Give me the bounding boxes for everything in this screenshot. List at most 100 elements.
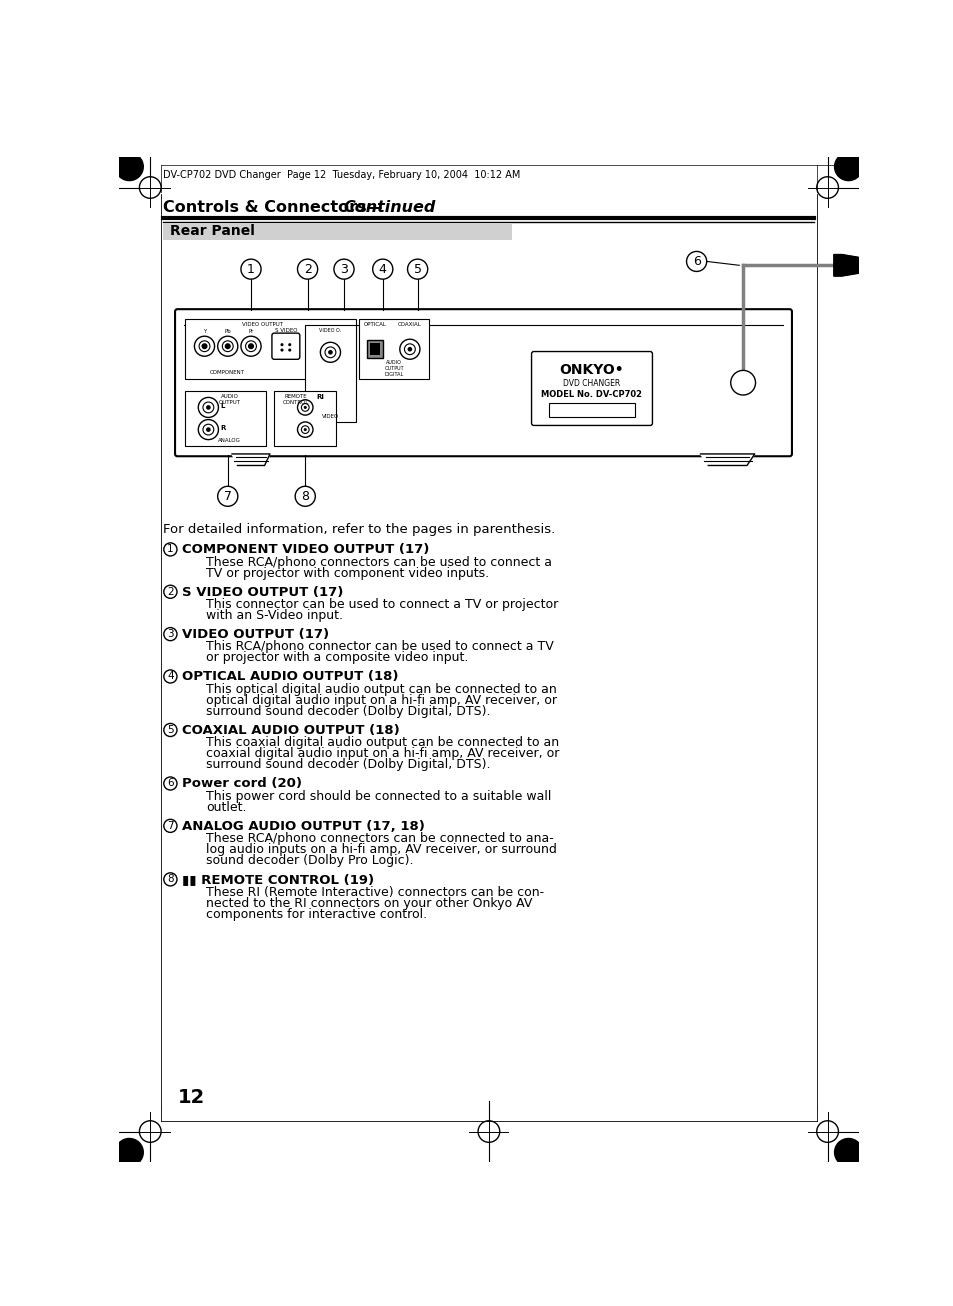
Text: DV-CP702 DVD Changer  Page 12  Tuesday, February 10, 2004  10:12 AM: DV-CP702 DVD Changer Page 12 Tuesday, Fe… xyxy=(163,170,520,180)
FancyBboxPatch shape xyxy=(359,319,429,379)
Text: Pr: Pr xyxy=(248,329,253,334)
Circle shape xyxy=(407,259,427,279)
Circle shape xyxy=(373,259,393,279)
Circle shape xyxy=(199,341,210,351)
Text: VIDEO OUTPUT: VIDEO OUTPUT xyxy=(242,323,283,328)
Circle shape xyxy=(325,347,335,358)
Text: sound decoder (Dolby Pro Logic).: sound decoder (Dolby Pro Logic). xyxy=(206,854,413,867)
Text: This connector can be used to connect a TV or projector: This connector can be used to connect a … xyxy=(206,598,558,611)
Text: coaxial digital audio input on a hi-fi amp, AV receiver, or: coaxial digital audio input on a hi-fi a… xyxy=(206,747,558,760)
Text: 7: 7 xyxy=(167,821,173,831)
FancyBboxPatch shape xyxy=(305,325,355,422)
Text: 3: 3 xyxy=(167,629,173,639)
Text: COMPONENT VIDEO OUTPUT (17): COMPONENT VIDEO OUTPUT (17) xyxy=(182,543,429,556)
Text: L: L xyxy=(220,402,224,409)
Text: This optical digital audio output can be connected to an: This optical digital audio output can be… xyxy=(206,683,557,696)
Circle shape xyxy=(115,1139,143,1166)
Text: optical digital audio input on a hi-fi amp, AV receiver, or: optical digital audio input on a hi-fi a… xyxy=(206,693,557,707)
Circle shape xyxy=(280,343,283,346)
FancyBboxPatch shape xyxy=(370,343,379,355)
Circle shape xyxy=(217,336,237,357)
FancyBboxPatch shape xyxy=(549,404,634,417)
Circle shape xyxy=(301,404,309,411)
Circle shape xyxy=(320,342,340,362)
Circle shape xyxy=(217,486,237,507)
Circle shape xyxy=(303,428,307,431)
Circle shape xyxy=(297,400,313,415)
Circle shape xyxy=(206,427,211,432)
Circle shape xyxy=(399,340,419,359)
Circle shape xyxy=(407,347,412,351)
Text: For detailed information, refer to the pages in parenthesis.: For detailed information, refer to the p… xyxy=(163,524,555,537)
Circle shape xyxy=(288,349,291,351)
Text: ANALOG: ANALOG xyxy=(218,438,241,443)
Text: ▮▮ REMOTE CONTROL (19): ▮▮ REMOTE CONTROL (19) xyxy=(182,874,374,887)
Circle shape xyxy=(301,426,309,434)
Text: 8: 8 xyxy=(301,490,309,503)
Circle shape xyxy=(203,402,213,413)
Text: 8: 8 xyxy=(167,874,173,884)
Text: 4: 4 xyxy=(378,263,386,276)
Text: REMOTE
CONTROL: REMOTE CONTROL xyxy=(282,394,309,405)
Text: 2: 2 xyxy=(167,586,173,597)
Text: outlet.: outlet. xyxy=(206,801,246,814)
Text: Controls & Connectors—: Controls & Connectors— xyxy=(163,200,383,215)
Text: 7: 7 xyxy=(224,490,232,503)
Text: S VIDEO: S VIDEO xyxy=(274,328,296,333)
Polygon shape xyxy=(232,454,270,465)
Text: Pb: Pb xyxy=(224,329,231,334)
Text: MODEL No. DV-CP702: MODEL No. DV-CP702 xyxy=(541,390,641,400)
Circle shape xyxy=(245,341,256,351)
Text: OPTICAL: OPTICAL xyxy=(363,323,386,328)
Circle shape xyxy=(297,259,317,279)
Circle shape xyxy=(294,486,315,507)
Circle shape xyxy=(115,153,143,180)
Circle shape xyxy=(198,419,218,440)
Circle shape xyxy=(328,350,333,355)
FancyBboxPatch shape xyxy=(185,390,266,447)
Circle shape xyxy=(206,405,211,410)
Text: Rear Panel: Rear Panel xyxy=(170,225,254,239)
Text: with an S-Video input.: with an S-Video input. xyxy=(206,609,343,622)
Circle shape xyxy=(241,259,261,279)
Text: 3: 3 xyxy=(339,263,348,276)
Circle shape xyxy=(730,371,755,394)
Text: COAXIAL: COAXIAL xyxy=(397,323,421,328)
Text: components for interactive control.: components for interactive control. xyxy=(206,908,427,921)
Text: 5: 5 xyxy=(414,263,421,276)
Text: ANALOG AUDIO OUTPUT (17, 18): ANALOG AUDIO OUTPUT (17, 18) xyxy=(182,820,424,833)
Circle shape xyxy=(198,397,218,418)
Text: This coaxial digital audio output can be connected to an: This coaxial digital audio output can be… xyxy=(206,737,558,750)
Circle shape xyxy=(203,424,213,435)
Circle shape xyxy=(297,422,313,438)
Text: S VIDEO OUTPUT (17): S VIDEO OUTPUT (17) xyxy=(182,585,343,598)
Circle shape xyxy=(194,336,214,357)
FancyBboxPatch shape xyxy=(272,333,299,359)
Text: surround sound decoder (Dolby Digital, DTS).: surround sound decoder (Dolby Digital, D… xyxy=(206,759,490,772)
Text: surround sound decoder (Dolby Digital, DTS).: surround sound decoder (Dolby Digital, D… xyxy=(206,705,490,718)
Text: These RI (Remote Interactive) connectors can be con-: These RI (Remote Interactive) connectors… xyxy=(206,885,543,899)
Text: COMPONENT: COMPONENT xyxy=(210,371,245,375)
Circle shape xyxy=(202,343,207,349)
Text: Continued: Continued xyxy=(343,200,436,215)
Circle shape xyxy=(280,349,283,351)
Text: OPTICAL AUDIO OUTPUT (18): OPTICAL AUDIO OUTPUT (18) xyxy=(182,670,398,683)
Circle shape xyxy=(303,406,307,409)
Text: Power cord (20): Power cord (20) xyxy=(182,777,302,790)
Text: or projector with a composite video input.: or projector with a composite video inpu… xyxy=(206,652,468,665)
Text: This power cord should be connected to a suitable wall: This power cord should be connected to a… xyxy=(206,790,551,803)
Text: 6: 6 xyxy=(692,255,700,268)
Text: VIDEO OUTPUT (17): VIDEO OUTPUT (17) xyxy=(182,628,329,641)
Circle shape xyxy=(686,252,706,272)
Text: 12: 12 xyxy=(177,1088,204,1107)
Text: 1: 1 xyxy=(167,545,173,555)
Text: TV or projector with component video inputs.: TV or projector with component video inp… xyxy=(206,567,489,580)
Text: R: R xyxy=(220,424,225,431)
Text: nected to the RI connectors on your other Onkyo AV: nected to the RI connectors on your othe… xyxy=(206,897,532,910)
Text: ONKYO•: ONKYO• xyxy=(559,363,623,376)
FancyBboxPatch shape xyxy=(163,223,512,240)
Circle shape xyxy=(834,153,862,180)
Text: log audio inputs on a hi-fi amp, AV receiver, or surround: log audio inputs on a hi-fi amp, AV rece… xyxy=(206,844,557,857)
FancyBboxPatch shape xyxy=(185,319,355,379)
Text: These RCA/phono connectors can be connected to ana-: These RCA/phono connectors can be connec… xyxy=(206,832,554,845)
